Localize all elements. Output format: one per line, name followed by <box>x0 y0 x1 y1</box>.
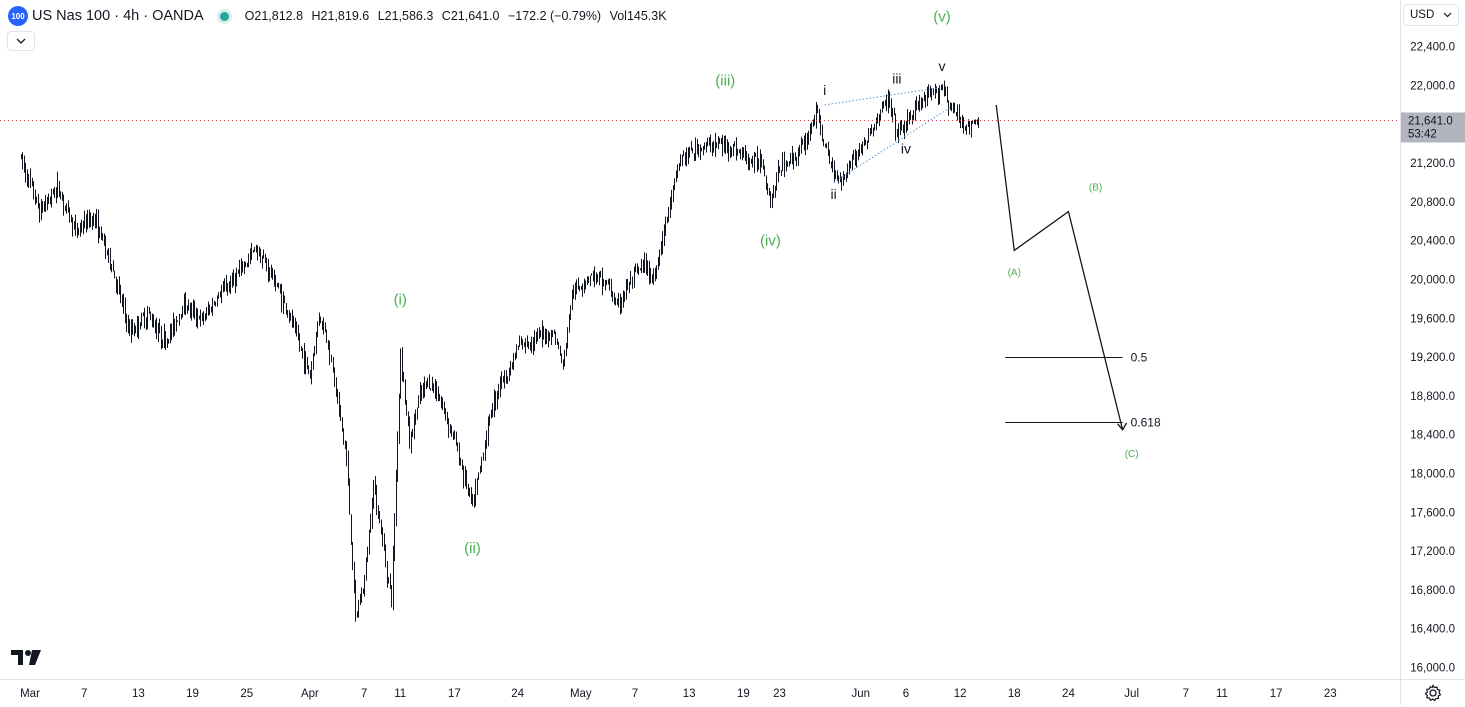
time-tick-label: 13 <box>132 688 145 700</box>
time-tick-label: Apr <box>301 688 319 700</box>
tradingview-logo-icon[interactable] <box>10 648 42 671</box>
price-tick-label: 18,800.0 <box>1410 391 1455 403</box>
price-tick-label: 19,600.0 <box>1410 313 1455 325</box>
time-tick-label: 19 <box>737 688 750 700</box>
symbol-header: 100 US Nas 100 · 4h · OANDA O21,812.8 H2… <box>8 5 672 27</box>
chevron-down-icon <box>16 38 26 44</box>
price-tick-label: 16,400.0 <box>1410 624 1455 636</box>
price-tick-label: 17,600.0 <box>1410 507 1455 519</box>
symbol-title[interactable]: US Nas 100 · 4h · OANDA <box>32 8 204 24</box>
price-tick-label: 19,200.0 <box>1410 352 1455 364</box>
price-tick-label: 16,800.0 <box>1410 585 1455 597</box>
close-value: C21,641.0 <box>441 9 500 23</box>
time-tick-label: May <box>570 688 592 700</box>
fib-level-label: 0.618 <box>1131 416 1161 430</box>
open-value: O21,812.8 <box>244 9 304 23</box>
collapse-legend-button[interactable] <box>7 31 35 51</box>
symbol-badge[interactable]: 100 <box>8 6 28 26</box>
wave-label: ii <box>831 186 837 202</box>
last-price-label: 21,641.0 <box>1408 116 1453 128</box>
time-tick-label: 6 <box>903 688 909 700</box>
currency-value: USD <box>1410 9 1435 21</box>
time-tick-label: 11 <box>394 688 406 700</box>
time-tick-label: Mar <box>20 688 40 700</box>
price-tick-label: 20,400.0 <box>1410 236 1455 248</box>
time-tick-label: 17 <box>1270 688 1283 700</box>
market-status-dot <box>219 11 229 21</box>
price-tick-label: 22,000.0 <box>1410 81 1455 93</box>
price-tick-label: 22,400.0 <box>1410 42 1455 54</box>
time-tick-label: 19 <box>186 688 199 700</box>
axis-corner <box>1401 680 1465 705</box>
wave-label: iii <box>892 71 901 87</box>
gear-icon[interactable] <box>1424 684 1442 707</box>
high-value: H21,819.6 <box>311 9 370 23</box>
price-tick-label: 20,000.0 <box>1410 275 1455 287</box>
time-tick-label: 11 <box>1216 688 1228 700</box>
time-tick-label: 13 <box>683 688 696 700</box>
bar-countdown-label: 53:42 <box>1408 129 1437 141</box>
change-value: −172.2 (−0.79%) <box>507 9 602 23</box>
price-tick-label: 16,000.0 <box>1410 663 1455 675</box>
fib-level-label: 0.5 <box>1131 351 1148 365</box>
time-tick-label: 7 <box>361 688 367 700</box>
time-tick-label: 7 <box>1183 688 1189 700</box>
last-price-tag <box>1401 112 1465 143</box>
price-tick-label: 17,200.0 <box>1410 546 1455 558</box>
wave-label: (i) <box>394 292 407 309</box>
currency-selector[interactable]: USD <box>1403 4 1459 26</box>
price-tick-label: 20,800.0 <box>1410 197 1455 209</box>
wave-label: (ii) <box>464 540 481 557</box>
time-tick-label: 18 <box>1008 688 1021 700</box>
candlestick-series <box>21 80 979 622</box>
time-tick-label: 24 <box>511 688 524 700</box>
wave-label: iv <box>901 140 911 156</box>
wave-label: (iii) <box>715 73 735 90</box>
wave-label: (C) <box>1125 449 1139 460</box>
time-tick-label: 23 <box>1324 688 1337 700</box>
time-tick-label: 23 <box>773 688 786 700</box>
wave-label: i <box>823 82 826 98</box>
wave-label: v <box>939 58 946 74</box>
drawing-overlays: 0.50.618(i)(ii)(iii)(iv)(v)iiiiiiivv(A)(… <box>0 8 1400 557</box>
wave-label: (v) <box>933 8 951 25</box>
price-tick-label: 21,200.0 <box>1410 158 1455 170</box>
time-tick-label: 12 <box>954 688 967 700</box>
low-value: L21,586.3 <box>377 9 434 23</box>
wave-label: (B) <box>1089 182 1102 193</box>
wedge-trendline <box>824 86 943 106</box>
price-tick-label: 18,400.0 <box>1410 430 1455 442</box>
wedge-trendline <box>833 106 952 183</box>
abc-projection-path <box>995 104 1124 431</box>
projection-arrowhead <box>1117 422 1128 431</box>
wave-label: (A) <box>1008 268 1021 279</box>
time-tick-label: Jul <box>1124 688 1139 700</box>
price-tick-label: 18,000.0 <box>1410 469 1455 481</box>
wave-label: (iv) <box>760 233 781 250</box>
ohlc-values: O21,812.8 H21,819.6 L21,586.3 C21,641.0 … <box>245 9 672 23</box>
time-tick-label: 17 <box>448 688 461 700</box>
time-tick-label: 25 <box>240 688 253 700</box>
time-tick-label: 7 <box>81 688 87 700</box>
time-tick-label: 7 <box>632 688 638 700</box>
time-tick-label: 24 <box>1062 688 1075 700</box>
chevron-down-icon <box>1443 12 1452 18</box>
volume-value: Vol145.3K <box>609 9 667 23</box>
time-axis: Mar 7 13 19 25 Apr 7 11 17 24 May 7 13 19 23 Jun 6 12 18 24… <box>20 680 1465 705</box>
price-axis: 16,000.0 16,400.0 16,800.0 17,200.0 17,600.0… <box>1401 42 1465 675</box>
time-tick-label: Jun <box>851 688 870 700</box>
